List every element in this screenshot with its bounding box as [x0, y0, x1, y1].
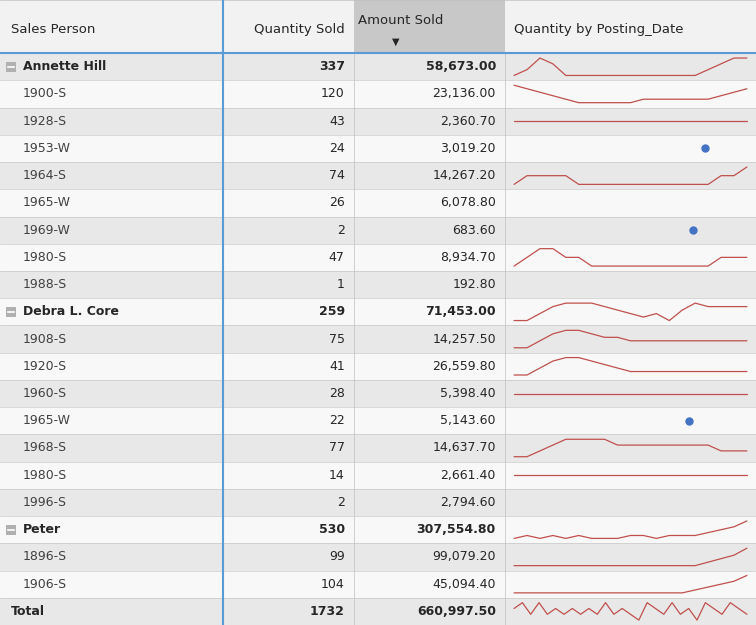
Text: 45,094.40: 45,094.40: [432, 578, 496, 591]
Text: Annette Hill: Annette Hill: [23, 60, 106, 73]
Text: 259: 259: [318, 306, 345, 318]
Bar: [0, 53, 756, 81]
Text: 307,554.80: 307,554.80: [417, 523, 496, 536]
Text: 1980-S: 1980-S: [23, 469, 67, 482]
Text: 23,136.00: 23,136.00: [432, 88, 496, 101]
Bar: [0, 298, 756, 326]
Bar: [0, 571, 756, 598]
Text: 58,673.00: 58,673.00: [426, 60, 496, 73]
Text: 2,360.70: 2,360.70: [440, 115, 496, 128]
Text: 43: 43: [329, 115, 345, 128]
Text: 71,453.00: 71,453.00: [426, 306, 496, 318]
Bar: [6, 525, 16, 535]
Text: 1964-S: 1964-S: [23, 169, 67, 182]
Bar: [6, 62, 16, 72]
Text: 1896-S: 1896-S: [23, 551, 67, 563]
Text: 14,637.70: 14,637.70: [432, 441, 496, 454]
Bar: [0, 135, 756, 162]
Text: 1732: 1732: [310, 605, 345, 618]
Text: 14,267.20: 14,267.20: [432, 169, 496, 182]
Bar: [0, 598, 756, 625]
Bar: [0, 244, 756, 271]
Text: 1996-S: 1996-S: [23, 496, 67, 509]
Text: 14: 14: [329, 469, 345, 482]
Bar: [0, 407, 756, 434]
Text: 99,079.20: 99,079.20: [432, 551, 496, 563]
Text: Debra L. Core: Debra L. Core: [23, 306, 119, 318]
Text: 22: 22: [329, 414, 345, 428]
Text: 337: 337: [319, 60, 345, 73]
Text: 1908-S: 1908-S: [23, 332, 67, 346]
Text: 192.80: 192.80: [452, 278, 496, 291]
Text: 2,661.40: 2,661.40: [441, 469, 496, 482]
Text: 1: 1: [337, 278, 345, 291]
Text: 1969-W: 1969-W: [23, 224, 70, 237]
Text: 99: 99: [329, 551, 345, 563]
Bar: [0, 189, 756, 216]
Text: 1953-W: 1953-W: [23, 142, 70, 155]
Text: 1965-W: 1965-W: [23, 414, 70, 428]
Text: 1900-S: 1900-S: [23, 88, 67, 101]
Text: Total: Total: [11, 605, 45, 618]
Text: 28: 28: [329, 387, 345, 400]
Bar: [223, 0, 354, 53]
Text: 8,934.70: 8,934.70: [440, 251, 496, 264]
Text: 6,078.80: 6,078.80: [440, 196, 496, 209]
Text: 104: 104: [321, 578, 345, 591]
Bar: [0, 352, 756, 380]
Text: Peter: Peter: [23, 523, 60, 536]
Text: 74: 74: [329, 169, 345, 182]
Bar: [354, 0, 505, 53]
Text: ▼: ▼: [392, 36, 399, 46]
Bar: [0, 271, 756, 298]
Bar: [0, 543, 756, 571]
Bar: [0, 380, 756, 407]
Text: 120: 120: [321, 88, 345, 101]
Text: Amount Sold: Amount Sold: [358, 14, 443, 27]
Text: 77: 77: [329, 441, 345, 454]
Text: 1988-S: 1988-S: [23, 278, 67, 291]
Bar: [0, 462, 756, 489]
Text: 75: 75: [329, 332, 345, 346]
Bar: [0, 0, 223, 53]
Text: 660,997.50: 660,997.50: [417, 605, 496, 618]
Text: 683.60: 683.60: [452, 224, 496, 237]
Text: 1965-W: 1965-W: [23, 196, 70, 209]
Bar: [0, 162, 756, 189]
Text: 1960-S: 1960-S: [23, 387, 67, 400]
Text: Quantity by Posting_Date: Quantity by Posting_Date: [514, 22, 683, 36]
Text: 26: 26: [329, 196, 345, 209]
Bar: [0, 489, 756, 516]
Bar: [0, 107, 756, 135]
Text: 5,143.60: 5,143.60: [441, 414, 496, 428]
Bar: [0, 434, 756, 462]
Text: 2,794.60: 2,794.60: [441, 496, 496, 509]
Text: 3,019.20: 3,019.20: [441, 142, 496, 155]
Bar: [0, 516, 756, 543]
Text: 1968-S: 1968-S: [23, 441, 67, 454]
Text: 14,257.50: 14,257.50: [432, 332, 496, 346]
Text: 1906-S: 1906-S: [23, 578, 67, 591]
Bar: [6, 307, 16, 317]
Text: 2: 2: [337, 224, 345, 237]
Bar: [505, 0, 756, 53]
Text: 1928-S: 1928-S: [23, 115, 67, 128]
Bar: [0, 326, 756, 352]
Text: 47: 47: [329, 251, 345, 264]
Text: 530: 530: [318, 523, 345, 536]
Text: 41: 41: [329, 360, 345, 372]
Bar: [0, 216, 756, 244]
Text: Quantity Sold: Quantity Sold: [254, 22, 345, 36]
Text: 5,398.40: 5,398.40: [440, 387, 496, 400]
Text: 24: 24: [329, 142, 345, 155]
Text: 2: 2: [337, 496, 345, 509]
Text: 26,559.80: 26,559.80: [432, 360, 496, 372]
Bar: [0, 81, 756, 107]
Text: Sales Person: Sales Person: [11, 22, 96, 36]
Text: 1920-S: 1920-S: [23, 360, 67, 372]
Text: 1980-S: 1980-S: [23, 251, 67, 264]
